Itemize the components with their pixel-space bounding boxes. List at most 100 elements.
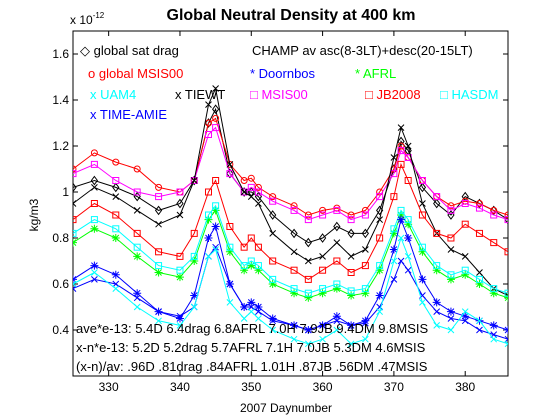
- data-point: [446, 275, 455, 284]
- data-point: [404, 234, 413, 242]
- data-point: [504, 211, 508, 219]
- stats-annotation: (x-n)/av: .96D .81drag .84AFRL 1.01H .87…: [76, 359, 428, 374]
- data-point: [155, 183, 163, 191]
- data-point: [73, 216, 77, 224]
- legend-entry: □ HASDM: [440, 87, 498, 102]
- data-point: [304, 257, 312, 265]
- data-point: [73, 170, 77, 178]
- data-point: [254, 266, 263, 275]
- data-point: [361, 211, 369, 219]
- series-global-msis00: [73, 114, 508, 219]
- data-point: [154, 205, 163, 216]
- data-point: [447, 315, 455, 322]
- data-point: [226, 168, 234, 179]
- data-point: [347, 228, 355, 239]
- data-point: [204, 211, 212, 219]
- data-point: [347, 216, 355, 224]
- x-tick-label: 340: [170, 380, 190, 394]
- data-point: [190, 257, 199, 265]
- data-point: [254, 262, 262, 270]
- data-point: [90, 175, 99, 186]
- data-point: [390, 276, 398, 283]
- data-point: [347, 269, 355, 276]
- data-point: [461, 270, 470, 279]
- data-point: [155, 262, 163, 270]
- data-point: [390, 170, 398, 178]
- data-point: [447, 202, 455, 210]
- data-point: [461, 266, 469, 274]
- y-tick-label: 1.4: [52, 93, 69, 107]
- data-point: [318, 321, 327, 330]
- data-point: [190, 177, 198, 184]
- data-point: [304, 293, 313, 302]
- series-global-sat-drag: [73, 104, 508, 248]
- data-point: [176, 266, 184, 274]
- data-point: [504, 248, 508, 256]
- data-point: [155, 248, 163, 256]
- data-point: [73, 165, 77, 173]
- series-line: [73, 209, 508, 299]
- data-point: [404, 266, 412, 274]
- series-hasdm: [73, 202, 508, 297]
- y-tick-label: 1.2: [52, 139, 69, 153]
- y-tick-label: 0.4: [52, 323, 69, 337]
- y-axis-label: kg/m3: [27, 198, 41, 231]
- data-point: [290, 228, 298, 239]
- data-point: [333, 239, 341, 246]
- data-point: [347, 340, 355, 348]
- data-point: [361, 262, 369, 270]
- data-point: [133, 165, 141, 173]
- data-point: [290, 202, 298, 210]
- data-point: [175, 314, 184, 323]
- data-point: [347, 321, 356, 330]
- legend-entry: □ JB2008: [365, 87, 421, 102]
- data-point: [304, 275, 312, 283]
- data-point: [333, 206, 341, 214]
- data-point: [90, 160, 98, 168]
- data-point: [211, 104, 220, 115]
- data-point: [397, 215, 406, 224]
- data-point: [362, 335, 369, 343]
- data-point: [240, 177, 248, 184]
- data-point: [247, 174, 255, 182]
- data-point: [269, 230, 277, 237]
- data-point: [290, 206, 298, 214]
- data-point: [247, 234, 255, 242]
- stats-annotation: x-n*e-13: 5.2D 5.2drag 5.7AFRL 7.1H 7.0J…: [76, 340, 426, 355]
- data-point: [190, 229, 198, 237]
- data-point: [226, 299, 234, 306]
- data-point: [254, 243, 262, 251]
- data-point: [476, 317, 483, 325]
- data-point: [240, 262, 248, 270]
- data-point: [432, 298, 441, 307]
- data-point: [112, 211, 120, 219]
- data-point: [240, 243, 248, 251]
- data-point: [376, 193, 384, 201]
- data-point: [419, 200, 426, 207]
- data-point: [333, 326, 341, 334]
- data-point: [319, 211, 327, 219]
- data-point: [418, 275, 427, 284]
- legend-entry: x TIME-AMIE: [90, 107, 167, 122]
- data-point: [112, 177, 120, 184]
- series-afrl: [73, 206, 508, 302]
- data-point: [290, 248, 298, 256]
- data-point: [475, 198, 484, 209]
- y-exponent-base: x 10: [70, 13, 93, 27]
- data-point: [390, 154, 398, 161]
- legend-entry: o global MSIS00: [88, 66, 183, 81]
- data-point: [404, 253, 412, 260]
- data-point: [112, 285, 120, 292]
- data-point: [211, 222, 220, 231]
- data-point: [504, 326, 508, 334]
- data-point: [376, 262, 384, 270]
- data-point: [397, 206, 405, 214]
- data-point: [447, 246, 455, 253]
- data-point: [490, 211, 498, 219]
- data-point: [504, 340, 508, 348]
- data-point: [290, 289, 299, 298]
- data-point: [91, 184, 98, 191]
- data-point: [247, 298, 256, 307]
- data-point: [175, 273, 184, 282]
- data-point: [240, 266, 249, 275]
